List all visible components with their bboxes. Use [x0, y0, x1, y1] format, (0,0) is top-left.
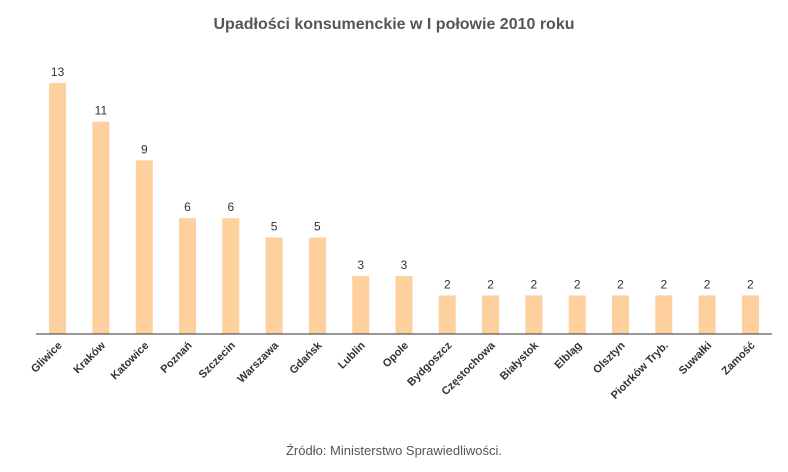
category-label-6: Gdańsk — [287, 339, 325, 377]
value-label-12: 2 — [574, 277, 581, 291]
value-label-13: 2 — [617, 277, 624, 291]
value-label-0: 13 — [51, 65, 65, 79]
bar-10 — [482, 295, 500, 334]
bar-1 — [92, 121, 110, 334]
bar-11 — [525, 295, 543, 334]
category-label-16: Zamość — [720, 340, 758, 378]
category-labels-group: Gliwice Kraków Katowice Poznań SzczecinWarsz… — [29, 339, 758, 402]
category-label-2: Katowice — [109, 340, 152, 383]
category-label-0: Gliwice — [29, 340, 65, 376]
value-label-14: 2 — [660, 277, 667, 291]
value-label-9: 2 — [444, 277, 451, 291]
value-labels-group: 13 11 9 6 6 5 5 3 3 2 2 2 2 2 2 2 2 — [51, 65, 754, 291]
category-label-1: Kraków — [71, 339, 108, 376]
value-label-4: 6 — [227, 200, 234, 214]
bar-12 — [568, 295, 586, 334]
value-label-10: 2 — [487, 277, 494, 291]
category-label-13: Olsztyn — [591, 339, 628, 376]
category-label-11: Białystok — [498, 339, 542, 383]
value-label-15: 2 — [704, 277, 711, 291]
value-label-11: 2 — [531, 277, 538, 291]
value-label-7: 3 — [357, 258, 364, 272]
category-label-8: Opole — [381, 340, 412, 371]
bar-9 — [438, 295, 456, 334]
bar-14 — [655, 295, 673, 334]
value-label-2: 9 — [141, 142, 148, 156]
value-label-6: 5 — [314, 220, 321, 234]
value-label-5: 5 — [271, 220, 278, 234]
category-label-7: Lublin — [336, 339, 368, 371]
bar-16 — [741, 295, 759, 334]
category-label-3: Poznań — [158, 339, 194, 375]
value-label-3: 6 — [184, 200, 191, 214]
bar-13 — [612, 295, 629, 334]
bars-group — [49, 83, 759, 334]
bar-3 — [179, 218, 196, 334]
category-label-5: Warszawa — [235, 339, 281, 385]
value-label-16: 2 — [747, 277, 754, 291]
category-label-15: Suwałki — [677, 340, 714, 377]
bar-2 — [135, 160, 153, 334]
category-label-12: Elbląg — [552, 340, 584, 372]
bar-5 — [265, 237, 283, 334]
bar-6 — [308, 237, 326, 334]
chart-title: Upadłości konsumenckie w I połowie 2010 … — [213, 16, 575, 33]
bar-15 — [698, 295, 716, 334]
bar-7 — [352, 276, 370, 334]
value-label-1: 11 — [95, 104, 108, 118]
bar-4 — [222, 218, 240, 334]
bar-0 — [49, 83, 67, 334]
bar-8 — [395, 276, 413, 334]
source-note: Źródło: Ministerstwo Sprawiedliwości. — [285, 443, 502, 458]
value-label-8: 3 — [401, 258, 408, 272]
category-label-4: Szczecin — [197, 339, 239, 381]
